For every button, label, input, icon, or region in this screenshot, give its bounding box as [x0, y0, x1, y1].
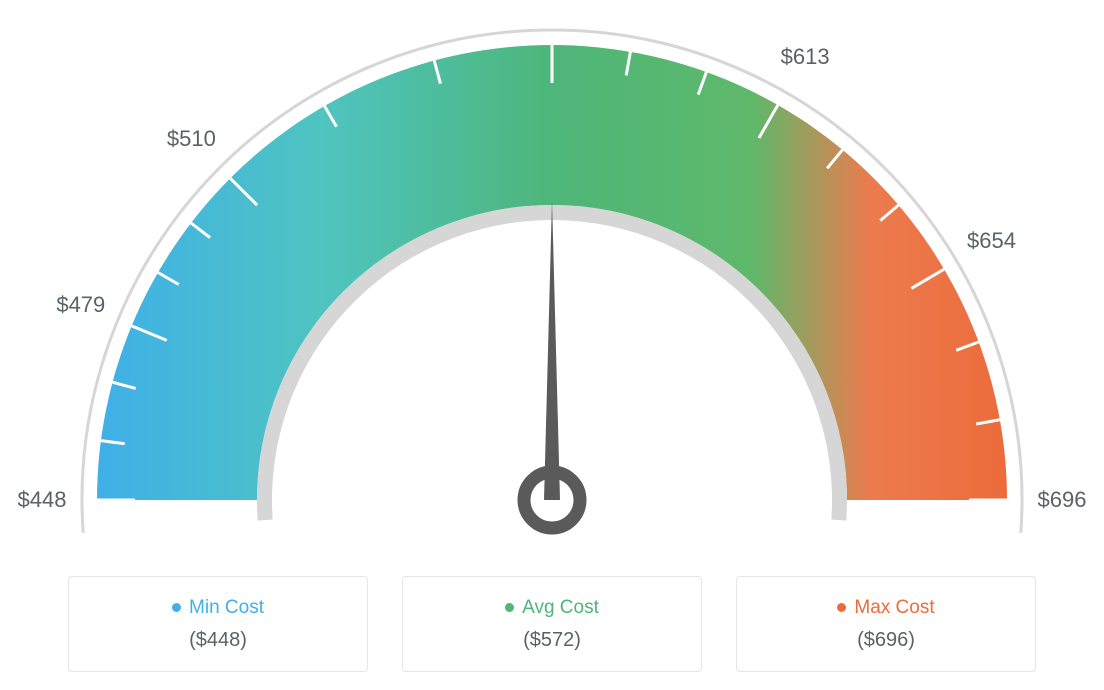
gauge-tick-label: $654: [967, 228, 1016, 254]
legend-label: Min Cost: [189, 597, 264, 619]
legend-title-avg: Avg Cost: [505, 597, 599, 619]
gauge-tick-label: $510: [167, 126, 216, 152]
gauge-tick-label: $479: [56, 292, 105, 318]
dot-icon: [837, 603, 846, 612]
gauge-svg: [0, 0, 1104, 560]
gauge-tick-label: $572: [528, 0, 577, 3]
legend-card-min: Min Cost ($448): [68, 576, 368, 672]
dot-icon: [505, 603, 514, 612]
legend-value-min: ($448): [189, 629, 247, 652]
gauge-tick-label: $448: [18, 487, 67, 513]
legend-card-max: Max Cost ($696): [736, 576, 1036, 672]
dot-icon: [172, 603, 181, 612]
gauge-tick-label: $696: [1038, 487, 1087, 513]
legend-title-max: Max Cost: [837, 597, 934, 619]
gauge-container: $448 $479 $510 $572 $613 $654 $696: [0, 0, 1104, 560]
legend-value-max: ($696): [857, 629, 915, 652]
gauge-tick-label: $613: [781, 44, 830, 70]
legend-title-min: Min Cost: [172, 597, 264, 619]
legend-label: Avg Cost: [522, 597, 599, 619]
legend-label: Max Cost: [854, 597, 934, 619]
legend-value-avg: ($572): [523, 629, 581, 652]
legend-card-avg: Avg Cost ($572): [402, 576, 702, 672]
legend-row: Min Cost ($448) Avg Cost ($572) Max Cost…: [0, 576, 1104, 672]
